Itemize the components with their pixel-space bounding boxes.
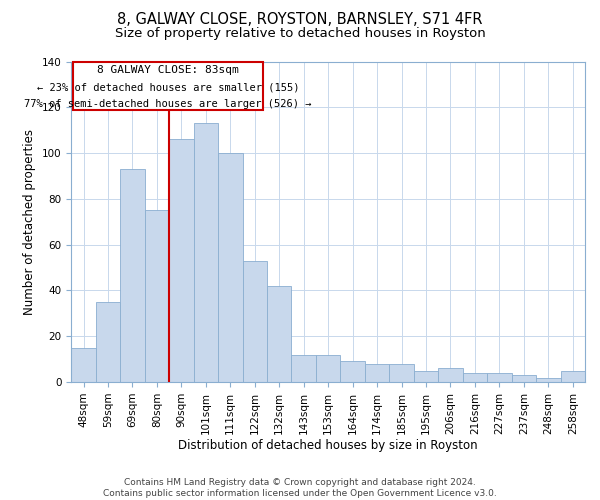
- Bar: [71, 348, 96, 382]
- Bar: [560, 370, 585, 382]
- Text: 8, GALWAY CLOSE, ROYSTON, BARNSLEY, S71 4FR: 8, GALWAY CLOSE, ROYSTON, BARNSLEY, S71 …: [117, 12, 483, 28]
- Bar: [365, 364, 389, 382]
- Bar: [96, 302, 120, 382]
- Bar: [169, 140, 194, 382]
- Bar: [340, 362, 365, 382]
- Bar: [242, 260, 267, 382]
- Bar: [463, 373, 487, 382]
- Bar: [292, 354, 316, 382]
- Bar: [316, 354, 340, 382]
- Bar: [487, 373, 512, 382]
- Bar: [512, 375, 536, 382]
- Text: Size of property relative to detached houses in Royston: Size of property relative to detached ho…: [115, 28, 485, 40]
- Bar: [414, 370, 438, 382]
- Bar: [218, 153, 242, 382]
- Text: 77% of semi-detached houses are larger (526) →: 77% of semi-detached houses are larger (…: [24, 100, 311, 110]
- Bar: [267, 286, 292, 382]
- Text: Contains HM Land Registry data © Crown copyright and database right 2024.
Contai: Contains HM Land Registry data © Crown c…: [103, 478, 497, 498]
- Y-axis label: Number of detached properties: Number of detached properties: [23, 129, 36, 315]
- X-axis label: Distribution of detached houses by size in Royston: Distribution of detached houses by size …: [178, 440, 478, 452]
- Bar: [389, 364, 414, 382]
- Bar: [438, 368, 463, 382]
- FancyBboxPatch shape: [73, 62, 263, 110]
- Bar: [194, 124, 218, 382]
- Text: 8 GALWAY CLOSE: 83sqm: 8 GALWAY CLOSE: 83sqm: [97, 65, 239, 75]
- Bar: [145, 210, 169, 382]
- Bar: [536, 378, 560, 382]
- Bar: [120, 169, 145, 382]
- Text: ← 23% of detached houses are smaller (155): ← 23% of detached houses are smaller (15…: [37, 82, 299, 92]
